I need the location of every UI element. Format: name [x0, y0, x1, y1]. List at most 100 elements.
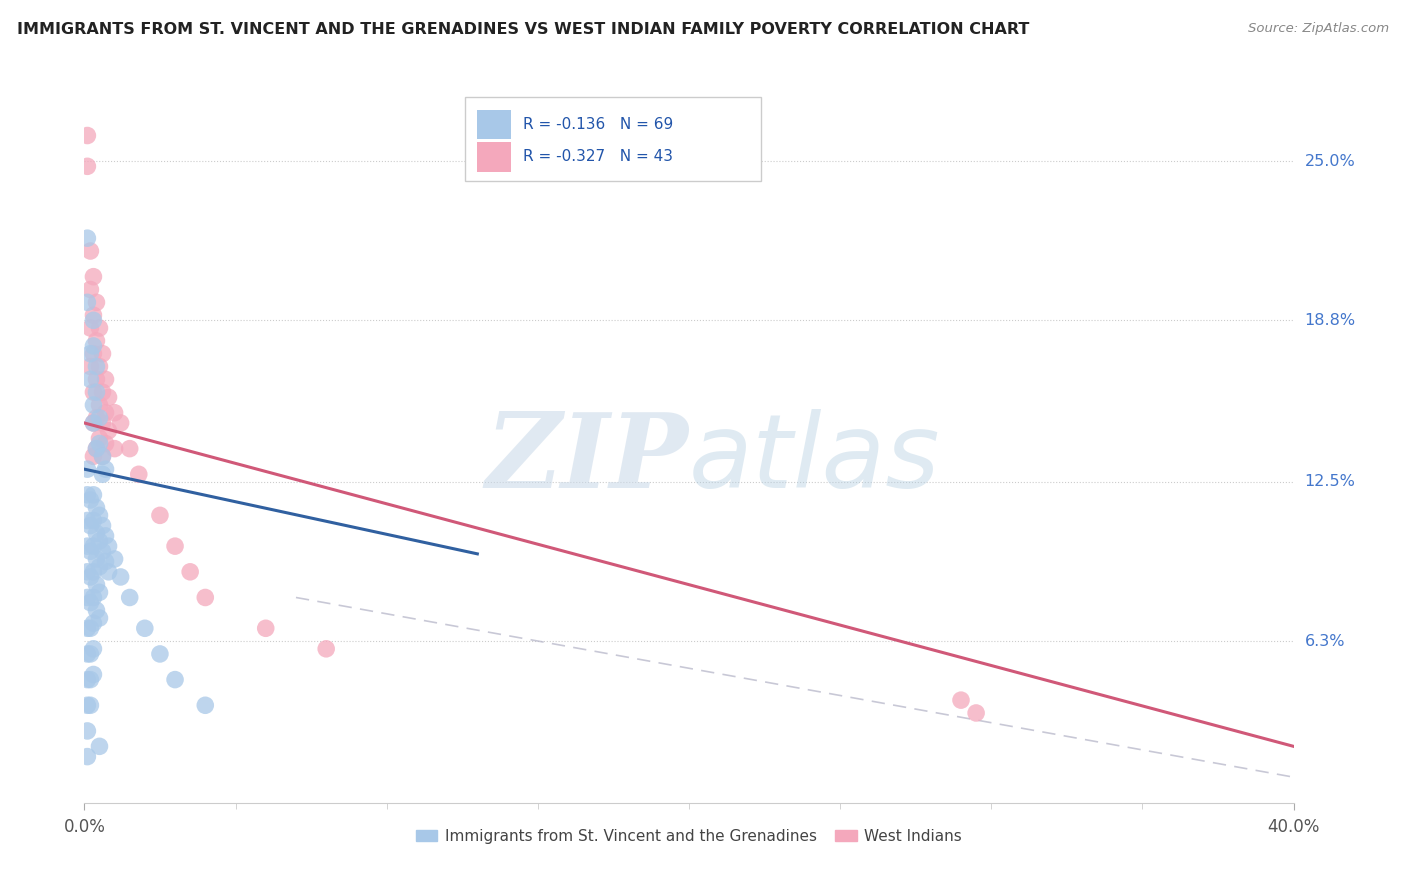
Text: 25.0%: 25.0% [1305, 153, 1355, 169]
Point [118, 591, 141, 605]
Point [89, 321, 111, 335]
Point [89, 410, 111, 425]
Point [950, 693, 973, 707]
Point [91, 518, 114, 533]
Point [82, 488, 104, 502]
Point [76, 621, 98, 635]
Point [91, 416, 114, 430]
Point [104, 442, 127, 456]
Point [94, 372, 117, 386]
Bar [478, 143, 512, 171]
Text: 12.5%: 12.5% [1305, 475, 1355, 490]
Point [82, 667, 104, 681]
Point [86, 603, 108, 617]
Point [86, 295, 108, 310]
Point [91, 385, 114, 400]
Point [194, 698, 217, 713]
Point [76, 231, 98, 245]
Point [149, 508, 172, 523]
Point [86, 334, 108, 348]
Point [89, 436, 111, 450]
Point [79, 570, 101, 584]
Point [165, 539, 187, 553]
Point [82, 385, 104, 400]
Point [82, 539, 104, 553]
Point [79, 647, 101, 661]
Point [86, 552, 108, 566]
Point [79, 346, 101, 360]
Point [91, 450, 114, 464]
Text: atlas: atlas [689, 409, 941, 509]
Point [82, 616, 104, 631]
Text: 6.3%: 6.3% [1305, 633, 1346, 648]
Point [97, 565, 120, 579]
Point [76, 723, 98, 738]
Point [82, 398, 104, 412]
Point [128, 467, 150, 482]
Point [76, 565, 98, 579]
Point [165, 673, 187, 687]
Point [97, 390, 120, 404]
Point [89, 398, 111, 412]
Text: R = -0.136   N = 69: R = -0.136 N = 69 [523, 117, 673, 132]
Point [134, 621, 156, 635]
Point [86, 372, 108, 386]
Point [82, 339, 104, 353]
Point [82, 416, 104, 430]
Point [76, 295, 98, 310]
Point [94, 555, 117, 569]
Point [79, 544, 101, 558]
Point [179, 565, 201, 579]
Point [86, 442, 108, 456]
Point [89, 359, 111, 374]
Point [76, 673, 98, 687]
Point [89, 534, 111, 549]
Point [86, 359, 108, 374]
Point [82, 514, 104, 528]
Point [79, 518, 101, 533]
Point [76, 749, 98, 764]
Point [94, 406, 117, 420]
Point [104, 406, 127, 420]
Point [79, 372, 101, 386]
Point [94, 462, 117, 476]
Point [86, 526, 108, 541]
Point [82, 269, 104, 284]
Point [79, 359, 101, 374]
Point [79, 321, 101, 335]
Point [76, 462, 98, 476]
Point [79, 492, 101, 507]
Point [110, 416, 132, 430]
Point [79, 283, 101, 297]
Point [76, 591, 98, 605]
Point [76, 698, 98, 713]
Point [76, 514, 98, 528]
Point [254, 621, 277, 635]
Point [76, 647, 98, 661]
Text: R = -0.327   N = 43: R = -0.327 N = 43 [523, 150, 673, 164]
Point [76, 488, 98, 502]
Point [94, 529, 117, 543]
Bar [478, 110, 512, 139]
Point [82, 308, 104, 322]
Point [91, 450, 114, 464]
Point [86, 410, 108, 425]
Point [86, 385, 108, 400]
Text: Source: ZipAtlas.com: Source: ZipAtlas.com [1249, 22, 1389, 36]
Point [86, 500, 108, 515]
Point [89, 559, 111, 574]
FancyBboxPatch shape [465, 97, 762, 181]
Point [76, 159, 98, 173]
Point [149, 647, 172, 661]
Point [89, 611, 111, 625]
Point [79, 698, 101, 713]
Point [79, 621, 101, 635]
Point [89, 431, 111, 445]
Point [82, 313, 104, 327]
Text: 18.8%: 18.8% [1305, 313, 1355, 327]
Point [97, 539, 120, 553]
Point [76, 539, 98, 553]
Point [94, 436, 117, 450]
Point [91, 346, 114, 360]
Point [82, 346, 104, 360]
